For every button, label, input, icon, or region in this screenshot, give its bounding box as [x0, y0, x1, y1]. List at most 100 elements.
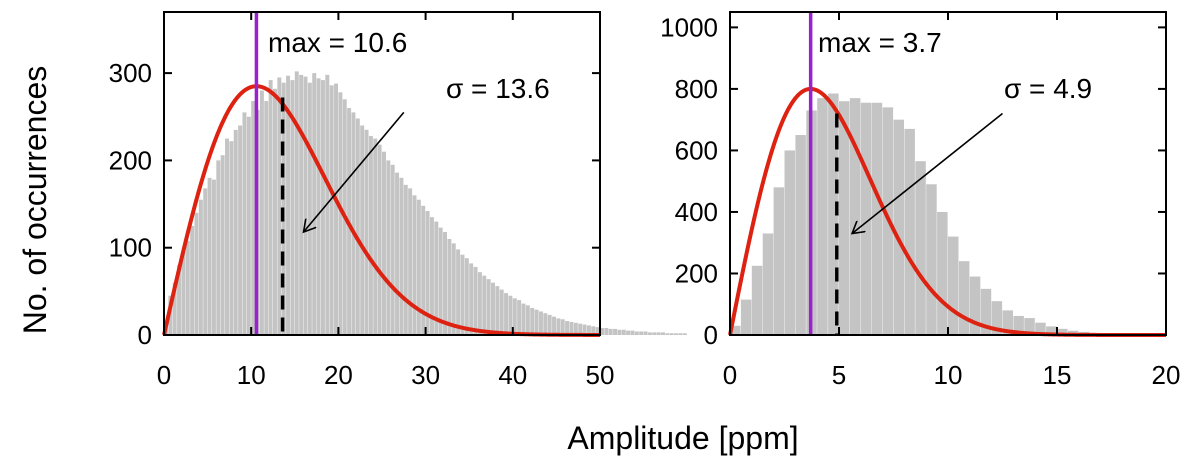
right-chart: max = 3.7σ = 4.90 5 10 15 200200400600800100…	[660, 11, 1181, 390]
histogram-bar	[355, 118, 360, 335]
histogram-bar	[665, 333, 670, 335]
histogram-bar	[242, 112, 247, 335]
histogram-bar	[591, 326, 596, 335]
histogram-bar	[316, 78, 321, 335]
histogram-bar	[198, 199, 203, 335]
histogram-bar	[904, 128, 915, 335]
histogram-bar	[399, 177, 404, 335]
histogram-bar	[647, 332, 652, 335]
x-tick-label: 50	[586, 360, 615, 390]
histogram-bar	[451, 243, 456, 335]
histogram-bar	[294, 71, 299, 336]
histogram-bar	[329, 85, 334, 335]
x-tick-label: 10	[934, 360, 963, 390]
histogram-bar	[871, 102, 883, 335]
histogram-bar	[556, 318, 561, 335]
histogram-bar	[1057, 328, 1068, 335]
histogram-bar	[364, 129, 369, 335]
y-tick-label: 800	[675, 74, 718, 104]
histogram-bar	[390, 164, 395, 335]
max-label: max = 3.7	[818, 27, 942, 58]
histogram-bar	[386, 160, 391, 335]
x-tick-label: 40	[498, 360, 527, 390]
histogram-bar	[194, 212, 199, 335]
histogram-bar	[395, 172, 400, 335]
y-tick-label: 400	[675, 197, 718, 227]
histogram-bar	[849, 98, 861, 335]
histogram-bar	[408, 188, 413, 335]
histogram-bar	[969, 276, 981, 335]
histogram-bar	[543, 313, 548, 335]
histogram-bar	[991, 301, 1003, 335]
histogram-bar	[678, 333, 683, 335]
histogram-bar	[203, 188, 208, 335]
histogram-bar	[360, 125, 365, 336]
x-tick-label: 20	[1152, 360, 1181, 390]
histogram-bar	[438, 227, 443, 335]
histogram-bar	[172, 282, 177, 335]
histogram-bar	[504, 293, 509, 335]
histogram-bar	[477, 272, 482, 335]
y-axis-label: No. of occurrences	[17, 66, 53, 335]
histogram-bar	[530, 307, 535, 335]
histogram-bar	[443, 231, 447, 335]
histogram-bar	[334, 83, 338, 335]
histogram-bar	[211, 179, 216, 335]
histogram-bar	[425, 211, 430, 335]
y-tick-label: 200	[675, 258, 718, 288]
histogram-bar	[377, 144, 382, 335]
histogram-bar	[751, 265, 763, 335]
sigma-label: σ = 13.6	[446, 73, 550, 104]
histogram-bar	[600, 328, 604, 335]
histogram-bar	[937, 211, 948, 335]
x-tick-label: 5	[832, 360, 846, 390]
histogram-bar	[1002, 310, 1013, 335]
x-tick-label: 10	[237, 360, 266, 390]
left-chart: max = 10.6 σ = 13.6 0 10 20 30 40 50 0 100 200 300	[109, 11, 687, 390]
histogram-bar	[286, 75, 291, 336]
histogram-bar	[630, 330, 635, 335]
histogram-bar	[482, 275, 487, 335]
max-label: max = 10.6	[268, 27, 407, 58]
plot-frame	[163, 11, 601, 336]
y-tick-label: 100	[109, 233, 152, 263]
annotation-arrow	[304, 111, 405, 232]
histogram-bar	[534, 309, 539, 335]
histogram-bar	[473, 266, 478, 335]
y-tick-label: 1000	[660, 12, 718, 42]
histogram-bar	[508, 295, 513, 335]
histogram-bar	[634, 331, 639, 335]
y-tick-label: 0	[704, 320, 718, 350]
histogram-bar	[373, 138, 378, 335]
histogram-bar	[730, 325, 741, 335]
histogram-bar	[525, 305, 530, 335]
y-tick-label: 0	[138, 320, 152, 350]
histogram-bar	[325, 74, 330, 335]
histogram-bar	[521, 303, 526, 335]
histogram-bar	[351, 112, 356, 335]
y-tick-label: 300	[109, 58, 152, 88]
histogram-bar	[617, 329, 622, 335]
histogram-bar	[573, 322, 578, 335]
y-tick-label: 600	[675, 135, 718, 165]
histogram-bar	[368, 135, 373, 335]
histogram-bars	[730, 93, 1166, 336]
histogram-bar	[560, 319, 565, 335]
histogram-bar	[456, 249, 461, 335]
x-tick-label: 30	[411, 360, 440, 390]
histogram-bar	[582, 324, 587, 335]
histogram-bar	[469, 263, 474, 335]
histogram-bar	[312, 73, 317, 336]
histogram-bar	[839, 101, 850, 335]
histogram-bar	[661, 332, 665, 335]
histogram-bar	[643, 331, 648, 335]
histogram-bar	[338, 92, 343, 336]
histogram-bar	[773, 187, 785, 335]
histogram-bar	[499, 289, 504, 335]
histogram-bar	[185, 240, 190, 335]
histogram-bar	[220, 155, 225, 335]
histogram-bar	[207, 177, 212, 335]
histogram-bar	[517, 300, 522, 335]
histogram-bar	[674, 333, 679, 335]
